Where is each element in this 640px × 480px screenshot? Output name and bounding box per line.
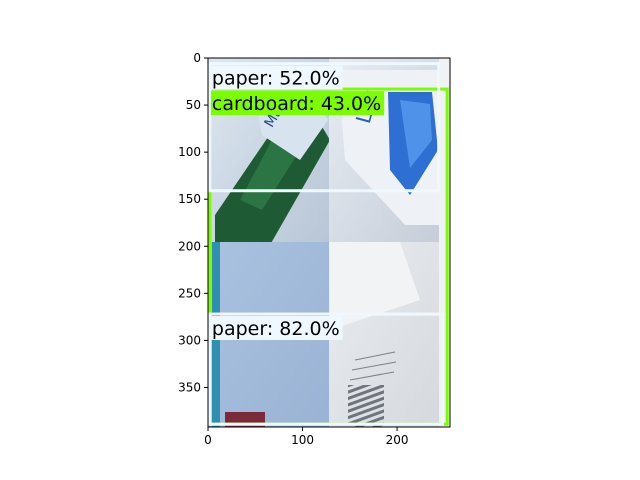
axes-frame (207, 57, 451, 428)
y-tick-label-1: 50 (186, 98, 201, 112)
detection-label-3: paper: 82.0% (212, 318, 340, 340)
y-tick-label-0: 0 (193, 51, 201, 65)
y-tick-label-2: 100 (178, 145, 201, 159)
y-tick-label-5: 250 (178, 286, 201, 300)
envelope-shape (330, 242, 420, 427)
y-tick-label-7: 350 (178, 380, 201, 394)
x-tick-label-0: 0 (204, 433, 212, 447)
x-tick-label-1: 100 (291, 433, 314, 447)
detection-label-bg-2 (210, 65, 343, 90)
detection-label-bg-1 (210, 91, 385, 116)
detections-layer: cardboard: 43.0% paper: 52.0% paper: 82.0% (208, 62, 449, 426)
x-axis-ticks: 0 100 200 (204, 427, 409, 447)
detection-box-2 (208, 62, 441, 193)
detection-label-1: cardboard: 43.0% (212, 93, 381, 115)
detection-label-2: paper: 52.0% (212, 68, 340, 90)
detection-box-3 (208, 312, 444, 426)
y-tick-label-3: 150 (178, 192, 201, 206)
y-tick-label-6: 300 (178, 333, 201, 347)
photo-right-strip (439, 58, 450, 427)
axes: 0 100 200 0 50 100 150 200 250 300 350 (178, 51, 451, 447)
detection-label-bg-3 (210, 316, 343, 341)
x-tick-label-2: 200 (386, 433, 409, 447)
y-tick-label-4: 200 (178, 239, 201, 253)
y-axis-ticks: 0 50 100 150 200 250 300 350 (178, 51, 208, 394)
